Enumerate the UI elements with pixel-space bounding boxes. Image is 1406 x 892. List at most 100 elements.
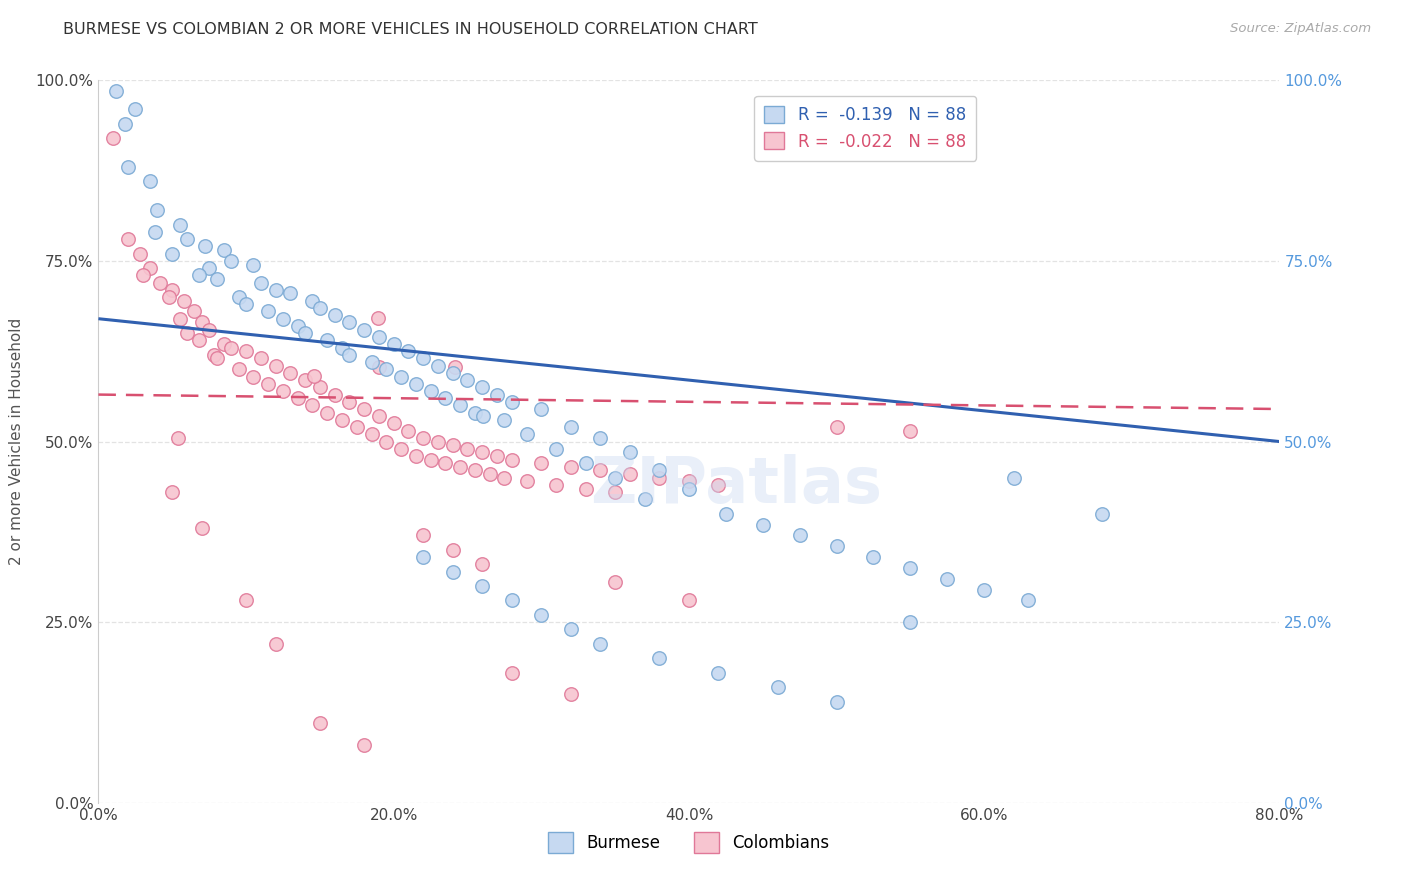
Point — [501, 394, 523, 409]
Point — [205, 351, 228, 366]
Point — [501, 593, 523, 607]
Point — [287, 318, 309, 333]
Point — [264, 637, 287, 651]
Point — [194, 239, 217, 253]
Point — [309, 301, 332, 315]
Point — [221, 253, 243, 268]
Point — [471, 409, 494, 423]
Point — [419, 452, 441, 467]
Point — [162, 485, 183, 500]
Point — [183, 304, 205, 318]
Point — [382, 417, 405, 431]
Point — [441, 438, 464, 452]
Point — [271, 384, 294, 398]
Point — [575, 482, 598, 496]
Point — [301, 398, 323, 412]
Point — [250, 276, 273, 290]
Point — [103, 131, 125, 145]
Point — [280, 286, 302, 301]
Point — [1002, 471, 1025, 485]
Y-axis label: 2 or more Vehicles in Household: 2 or more Vehicles in Household — [10, 318, 24, 566]
Point — [235, 297, 257, 311]
Point — [202, 348, 225, 362]
Point — [368, 409, 391, 424]
Point — [516, 475, 538, 489]
Point — [191, 315, 214, 329]
Point — [900, 424, 922, 438]
Point — [132, 268, 155, 283]
Point — [825, 695, 848, 709]
Point — [449, 459, 471, 474]
Point — [330, 413, 353, 427]
Point — [117, 232, 139, 246]
Point — [825, 539, 848, 553]
Point — [242, 258, 264, 272]
Point — [589, 637, 612, 651]
Point — [375, 434, 398, 449]
Point — [560, 420, 582, 434]
Point — [304, 368, 326, 383]
Point — [678, 482, 700, 496]
Point — [264, 359, 287, 373]
Point — [346, 420, 368, 434]
Point — [128, 246, 150, 260]
Point — [471, 380, 494, 394]
Point — [412, 351, 434, 366]
Point — [434, 391, 457, 405]
Point — [546, 478, 568, 492]
Point — [389, 369, 412, 384]
Point — [605, 471, 627, 485]
Point — [441, 366, 464, 380]
Point — [173, 293, 195, 308]
Point — [389, 442, 412, 456]
Point — [486, 387, 509, 401]
Point — [560, 459, 582, 474]
Point — [330, 341, 353, 355]
Point — [157, 290, 180, 304]
Point — [368, 330, 391, 344]
Point — [198, 261, 221, 276]
Point — [457, 373, 479, 387]
Point — [516, 427, 538, 442]
Point — [242, 369, 264, 384]
Point — [367, 310, 389, 325]
Point — [1018, 593, 1040, 607]
Point — [486, 449, 509, 463]
Point — [228, 362, 250, 376]
Point — [162, 246, 183, 260]
Point — [619, 445, 641, 459]
Point — [530, 456, 553, 470]
Point — [634, 492, 657, 507]
Point — [280, 366, 302, 380]
Point — [323, 387, 346, 401]
Point — [619, 467, 641, 481]
Point — [309, 380, 332, 394]
Point — [149, 276, 172, 290]
Point — [494, 413, 516, 427]
Point — [405, 449, 427, 463]
Point — [766, 680, 789, 694]
Point — [412, 528, 434, 542]
Point — [250, 351, 273, 366]
Point — [105, 84, 128, 98]
Point — [589, 463, 612, 477]
Point — [434, 456, 457, 470]
Point — [530, 607, 553, 622]
Point — [494, 471, 516, 485]
Point — [789, 528, 811, 542]
Point — [530, 402, 553, 417]
Point — [398, 344, 420, 359]
Point — [235, 344, 257, 359]
Point — [444, 359, 467, 374]
Point — [176, 326, 198, 341]
Point — [862, 550, 884, 565]
Point — [353, 322, 375, 336]
Point — [264, 283, 287, 297]
Point — [339, 394, 361, 409]
Point — [412, 431, 434, 445]
Point — [405, 376, 427, 391]
Point — [589, 431, 612, 445]
Point — [441, 542, 464, 557]
Point — [648, 471, 671, 485]
Point — [648, 651, 671, 665]
